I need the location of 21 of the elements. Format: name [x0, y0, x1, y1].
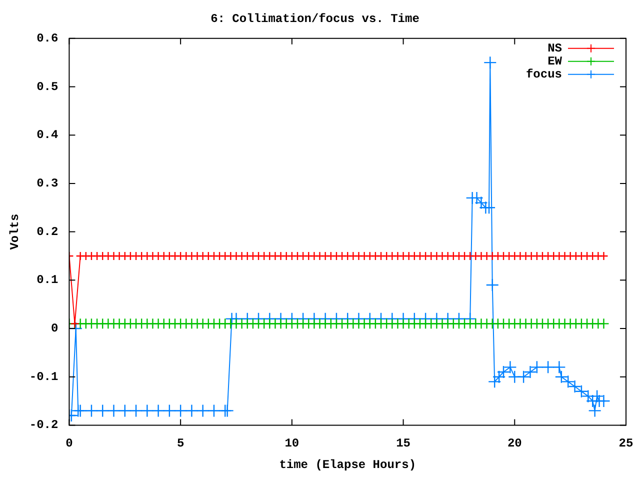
x-tick-label: 5 — [176, 436, 184, 450]
x-tick-label: 15 — [396, 436, 410, 450]
legend-label: NS — [548, 41, 562, 56]
y-tick-label: 0 — [51, 322, 58, 336]
legend-label: focus — [526, 67, 562, 82]
legend-label: EW — [548, 54, 563, 68]
x-tick-label: 20 — [507, 436, 522, 450]
y-tick-label: 0.1 — [36, 273, 58, 288]
chart-title: 6: Collimation/focus vs. Time — [210, 12, 420, 26]
x-axis-title: time (Elapse Hours) — [279, 458, 416, 472]
y-tick-label: -0.2 — [29, 418, 58, 432]
y-tick-label: -0.1 — [29, 370, 58, 384]
y-tick-label: 0.3 — [36, 176, 58, 190]
x-tick-label: 0 — [66, 436, 73, 450]
x-tick-label: 10 — [284, 436, 300, 450]
y-tick-label: 0.4 — [36, 128, 58, 142]
y-tick-label: 0.5 — [36, 80, 58, 94]
x-tick-label: 25 — [618, 436, 634, 450]
y-tick-label: 0.2 — [36, 224, 58, 239]
y-tick-label: 0.6 — [36, 31, 58, 46]
y-axis-title: Volts — [8, 214, 22, 250]
